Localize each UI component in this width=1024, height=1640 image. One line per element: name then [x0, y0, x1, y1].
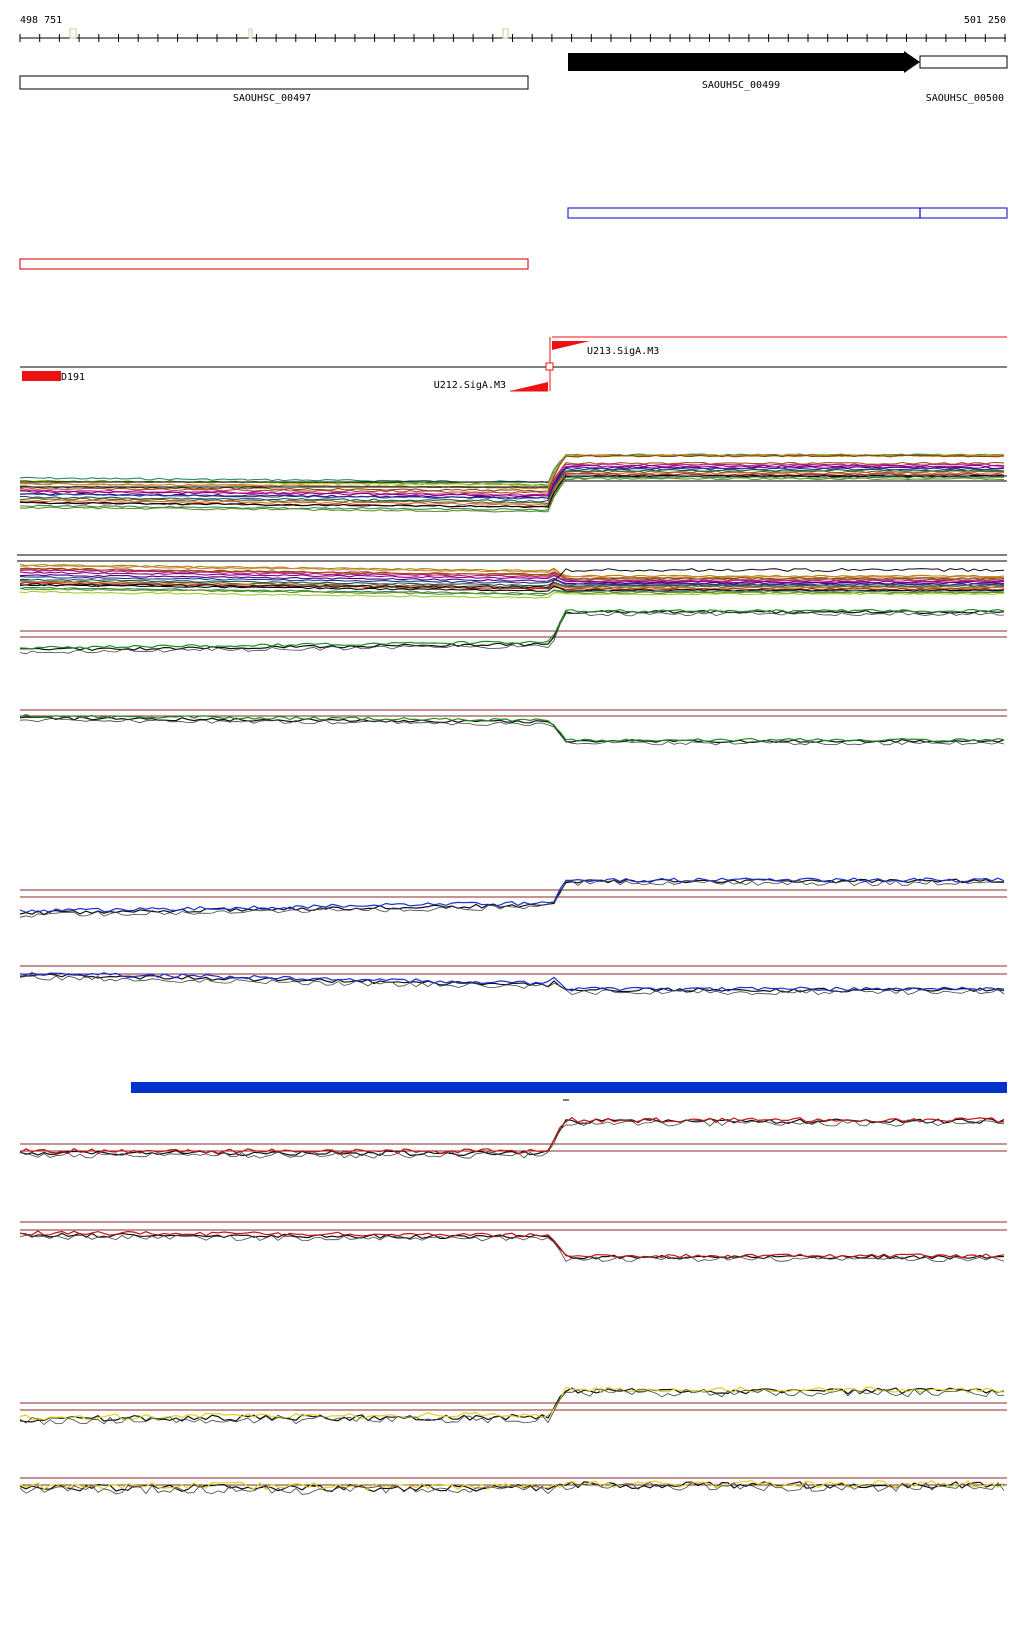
track-line: [19, 587, 1005, 596]
track-yellow-flat: [19, 1477, 1007, 1495]
track-line-replicate: [19, 974, 1005, 996]
track-line: [19, 464, 1005, 497]
track-line-color: [19, 608, 1005, 650]
track-multi-up: [19, 453, 1007, 513]
region-d191-label: D191: [61, 372, 85, 383]
track-line-color: [19, 1116, 1005, 1155]
track-line-color: [19, 713, 1005, 742]
gene-arrow-saouhsc-00499[interactable]: [568, 51, 920, 73]
track-blue-up: [19, 877, 1007, 918]
track-line-black: [19, 1117, 1005, 1157]
track-line: [19, 461, 1005, 494]
track-line: [19, 568, 1005, 581]
operon-blue-box[interactable]: [567, 207, 1008, 219]
promoter-u213-label: U213.SigA.M3: [587, 346, 659, 357]
track-line: [19, 454, 1005, 492]
ruler-marker: [248, 28, 253, 39]
gene-label-saouhsc-00500: SAOUHSC_00500: [926, 93, 1004, 104]
track-line-replicate: [19, 1234, 1005, 1263]
ruler-ticks: [19, 34, 1006, 42]
track-line-color: [19, 1230, 1005, 1259]
signal-bar-blue[interactable]: [131, 1082, 1007, 1093]
track-green-up: [19, 608, 1007, 655]
ruler-marker: [502, 28, 509, 39]
coordinate-ruler: 498 751 501 250: [19, 15, 1006, 42]
promoter-u212-label: U212.SigA.M3: [434, 380, 506, 391]
gene-label-saouhsc-00499: SAOUHSC_00499: [702, 80, 780, 91]
track-line: [19, 567, 1005, 589]
track-line: [19, 571, 1005, 584]
promoter-track: D191 U213.SigA.M3 U212.SigA.M3: [20, 336, 1007, 392]
small-square-icon[interactable]: [545, 362, 554, 371]
track-line: [20, 578, 1005, 587]
track-line: [19, 574, 1005, 585]
track-line: [19, 470, 1005, 505]
triangle-flag-icon[interactable]: [552, 341, 590, 350]
track-green-down: [19, 709, 1007, 746]
track-line: [20, 475, 1005, 512]
track-line-black: [19, 609, 1005, 652]
track-line: [20, 471, 1005, 506]
track-line: [19, 564, 1005, 579]
region-d191-block[interactable]: [22, 371, 61, 381]
track-line: [19, 575, 1005, 586]
track-red-down: [19, 1221, 1007, 1263]
track-line-color: [19, 972, 1005, 992]
track-blue-down: [19, 965, 1007, 996]
track-line: [19, 563, 1005, 578]
gene-box-saouhsc-00497[interactable]: [19, 75, 529, 90]
track-line: [19, 468, 1005, 503]
ruler-marker: [69, 28, 77, 39]
operon-red-box[interactable]: [19, 258, 529, 270]
track-line: [19, 477, 1005, 513]
track-line: [19, 584, 1005, 592]
track-line-black: [19, 716, 1005, 744]
gene-box-saouhsc-00500[interactable]: [919, 55, 1008, 69]
track-yellow-up: [19, 1386, 1007, 1426]
triangle-flag-icon[interactable]: [510, 382, 548, 391]
track-line-replicate: [19, 1388, 1005, 1426]
track-line-replicate: [19, 718, 1005, 746]
ruler-start-label: 498 751: [20, 15, 62, 26]
expression-tracks: [17, 453, 1007, 1495]
track-line-replicate: [19, 611, 1004, 655]
gene-track: SAOUHSC_00497 SAOUHSC_00499 SAOUHSC_0050…: [19, 51, 1008, 104]
track-line: [19, 463, 1005, 496]
track-line-replicate: [19, 1482, 1005, 1495]
track-line: [19, 586, 1005, 595]
track-line: [19, 569, 1005, 583]
track-line: [20, 580, 1005, 589]
track-multi-down: [17, 554, 1007, 599]
track-line: [19, 467, 1005, 500]
track-line: [19, 590, 1005, 599]
track-line-color: [19, 877, 1005, 914]
gene-label-saouhsc-00497: SAOUHSC_00497: [233, 93, 311, 104]
ruler-end-label: 501 250: [964, 15, 1006, 26]
track-red-up: [19, 1116, 1007, 1159]
track-line-black: [19, 878, 1005, 916]
track-line-replicate: [19, 879, 1004, 918]
track-line-color: [19, 1479, 1005, 1491]
track-line-replicate: [19, 1119, 1004, 1159]
